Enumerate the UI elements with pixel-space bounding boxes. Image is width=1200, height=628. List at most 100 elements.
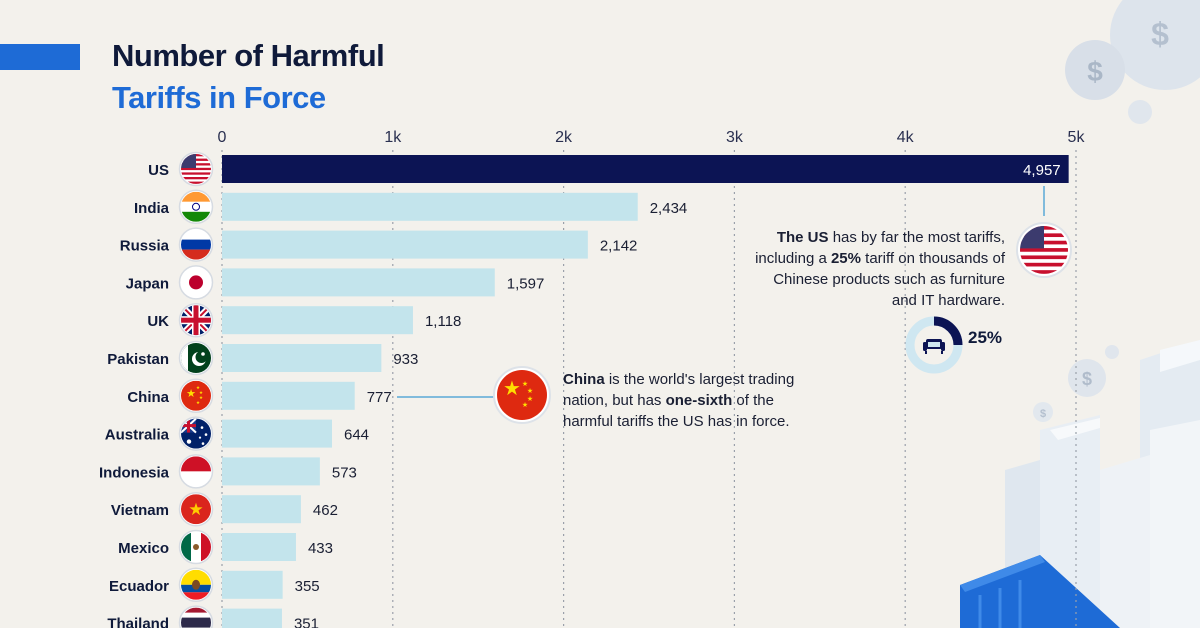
value-label: 777	[367, 389, 392, 406]
x-tick-label: 2k	[555, 129, 573, 146]
dollar-coin-icon: $	[1151, 16, 1169, 52]
donut-percent-label: 25%	[968, 328, 1003, 347]
category-label: Australia	[105, 427, 170, 444]
flag-indonesia-icon	[178, 454, 214, 489]
china-flag-large	[497, 370, 547, 420]
china-annotation-text-1: is the world's largest trading nation, b…	[563, 371, 795, 409]
category-label: Vietnam	[111, 502, 169, 519]
bar-india	[222, 192, 638, 221]
accent-bar	[0, 44, 80, 70]
bars	[222, 155, 1069, 628]
star-icon: ★	[522, 380, 528, 388]
x-axis-ticks: 0 1k 2k 3k 4k 5k	[218, 129, 1086, 146]
bar-australia	[222, 419, 332, 448]
star-icon: ★	[527, 387, 533, 395]
decor-coin-tiny	[1033, 402, 1053, 422]
value-label: 4,957	[1023, 162, 1061, 179]
china-annotation-text-2: of the harmful tariffs the US has in for…	[563, 392, 790, 430]
decor-bubble	[1128, 100, 1152, 124]
x-tick-label: 0	[218, 129, 227, 146]
svg-text:★: ★	[186, 387, 196, 400]
bar-china	[222, 381, 355, 410]
us-annotation-text-2: tariff on thousands of Chinese products …	[773, 250, 1005, 309]
star-icon: ★	[522, 401, 528, 409]
armchair-icon	[923, 339, 945, 354]
flag-russia-icon	[178, 227, 214, 262]
decor-building	[1150, 420, 1200, 628]
flag-thailand-icon	[178, 605, 214, 628]
bar-vietnam	[222, 495, 301, 524]
flag-vietnam-icon: ★	[178, 491, 214, 527]
value-label: 573	[332, 464, 357, 481]
value-labels: 4,957 2,434 2,142 1,597 1,118 933 777 644 573 462…	[294, 162, 1061, 628]
bar-russia	[222, 230, 588, 259]
category-label: Ecuador	[109, 578, 169, 595]
decor-coin-large	[1110, 0, 1200, 90]
flag-ecuador-icon	[178, 567, 214, 603]
value-label: 355	[295, 578, 320, 595]
flag-uk-icon	[178, 302, 214, 338]
value-label: 644	[344, 427, 369, 444]
flags: ★ ★★★★★	[178, 151, 214, 628]
star-icon: ★	[527, 395, 533, 403]
value-label: 1,118	[425, 313, 461, 330]
category-label: US	[148, 162, 169, 179]
china-flag-badge: ★ ★ ★ ★ ★	[493, 366, 551, 424]
category-label: Mexico	[118, 540, 169, 557]
decor-building-top	[1050, 418, 1100, 440]
grid-lines	[221, 150, 1077, 628]
donut-25-percent	[905, 316, 963, 374]
value-label: 351	[294, 616, 319, 628]
china-annotation: China is the world's largest trading nat…	[563, 369, 813, 432]
us-annotation-text-1: has by far the most tariffs, including a	[755, 229, 1005, 267]
dollar-coin-icon: $	[1082, 369, 1092, 389]
title-line-1: Number of Harmful	[112, 38, 385, 73]
value-label: 2,434	[650, 200, 688, 217]
decor-coin-small	[1068, 359, 1106, 397]
category-label: UK	[147, 313, 169, 330]
x-tick-label: 4k	[897, 129, 915, 146]
bar-pakistan	[222, 344, 382, 372]
category-label: Indonesia	[99, 464, 170, 481]
category-label: Russia	[120, 238, 170, 255]
bar-mexico	[222, 533, 296, 561]
svg-text:★: ★	[196, 385, 200, 391]
bar-thailand	[222, 608, 282, 628]
svg-text:★: ★	[199, 390, 203, 396]
us-annotation-bold: The US	[776, 229, 829, 246]
title-line-2: Tariffs in Force	[112, 80, 326, 115]
flag-japan-icon	[178, 265, 214, 300]
decor-building-top	[1160, 340, 1200, 372]
us-annotation: The US has by far the most tariffs, incl…	[745, 227, 1005, 311]
bar-indonesia	[222, 457, 320, 486]
bar-japan	[222, 268, 495, 297]
dollar-coin-icon: $	[1040, 408, 1046, 420]
value-label: 933	[393, 351, 418, 368]
category-label: Thailand	[107, 616, 169, 628]
value-label: 433	[308, 540, 333, 557]
category-label: Pakistan	[107, 351, 169, 368]
category-label: India	[134, 200, 170, 217]
bar-uk	[222, 306, 413, 335]
decor-bubble	[1105, 345, 1119, 359]
china-annotation-bold: China	[563, 371, 605, 388]
flag-us-icon	[178, 151, 214, 187]
flag-mexico-icon	[178, 529, 214, 565]
dollar-coin-icon: $	[1087, 56, 1103, 87]
flag-india-icon	[178, 189, 214, 225]
value-label: 462	[313, 502, 338, 519]
svg-text:★: ★	[188, 500, 203, 520]
us-annotation-bold-2: 25%	[830, 250, 861, 267]
value-label: 2,142	[600, 238, 638, 255]
category-labels: US India Russia Japan UK Pakistan China Austral…	[99, 162, 170, 628]
bar-us	[222, 155, 1069, 183]
flag-china-icon: ★ ★★★★	[178, 378, 214, 414]
category-label: Japan	[126, 275, 169, 292]
china-annotation-bold-2: one-sixth	[665, 392, 733, 409]
decor: $ $ $ $	[960, 0, 1200, 628]
x-tick-label: 3k	[726, 129, 744, 146]
svg-text:★: ★	[196, 400, 200, 406]
bar-ecuador	[222, 570, 283, 599]
us-flag-badge	[1016, 222, 1072, 278]
